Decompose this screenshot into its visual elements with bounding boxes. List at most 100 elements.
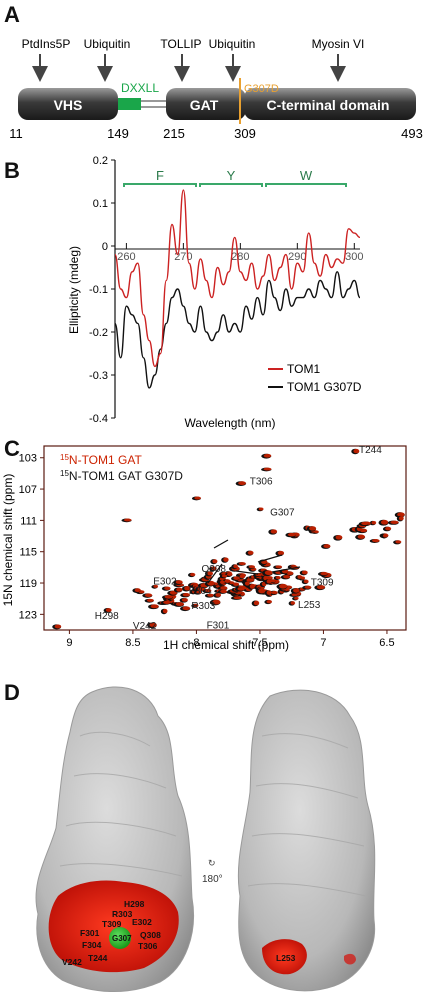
nmr-peak-wt [266, 599, 272, 604]
nmr-peak-wt [239, 574, 246, 579]
domain-diagram: PtdIns5P Ubiquitin TOLLIP Ubiquitin Myos… [9, 37, 423, 141]
nmr-peak-wt [164, 586, 171, 590]
nmr-peak-wt [181, 598, 188, 602]
right-surface-molecule [237, 689, 376, 992]
position-label: 493 [401, 126, 423, 141]
nmr-peak-wt [215, 593, 222, 597]
nmr-peak-wt [244, 581, 250, 586]
nmr-peak-wt [258, 588, 266, 594]
nmr-peak-wt [371, 520, 377, 525]
y-tick-label: 115 [19, 547, 37, 559]
nmr-peak-wt [238, 562, 246, 566]
nmr-peak-wt [263, 575, 269, 581]
nmr-peak-wt [249, 583, 255, 589]
arrow-icon [213, 539, 229, 549]
nmr-peak-wt [293, 588, 300, 593]
nmr-peak-wt [316, 585, 326, 590]
legend-label-g307d: TOM1 G307D [287, 380, 362, 394]
nmr-peak-wt [275, 576, 281, 580]
rotation-arrow-icon: ↻ [208, 858, 216, 868]
nmr-peak-wt [372, 539, 380, 543]
nmr-peak-wt [175, 602, 184, 607]
nmr-peak-wt [204, 589, 212, 593]
region-label-w: W [300, 168, 313, 183]
nmr-peak-wt [226, 572, 233, 577]
nmr-peak-wt [146, 598, 154, 602]
nmr-peak-wt [237, 587, 245, 591]
y-tick-label: 119 [19, 578, 37, 590]
nmr-peak-wt [398, 516, 404, 521]
nmr-peak-wt [224, 579, 231, 583]
nmr-peak-wt [320, 571, 328, 576]
y-tick-label: -0.1 [89, 284, 108, 296]
y-tick-label: 0.2 [93, 155, 108, 167]
panel-d-letter: D [4, 680, 20, 705]
residue-label: T244 [88, 953, 108, 963]
x-tick-label: 7.5 [252, 637, 267, 649]
y-tick-label: -0.3 [89, 370, 108, 382]
left-binding-surface-patch [48, 880, 179, 973]
nmr-frame [43, 445, 407, 631]
residue-label: G307 [112, 934, 132, 943]
nmr-peak-wt [221, 574, 228, 578]
ligand-label: Myosin VI [312, 37, 365, 51]
nmr-peak-labels: T244 T306 G307 Q308 T309 E302 F304 R303 L253 F301… [95, 445, 382, 632]
nmr-peak-wt [193, 603, 199, 608]
nmr-peak-wt [287, 532, 296, 537]
position-label: 149 [107, 126, 129, 141]
peak-label: G307 [270, 508, 295, 519]
c-terminal-domain [244, 88, 416, 120]
nmr-peak-wt [290, 601, 296, 605]
nmr-peak-wt [238, 481, 246, 486]
nmr-peak-wt [271, 590, 278, 595]
nmr-peak-wt [390, 520, 399, 524]
peak-label: Q308 [202, 564, 227, 575]
x-tick-label: 280 [231, 251, 249, 263]
legend-label-tom1: TOM1 [287, 362, 320, 376]
region-brackets [123, 183, 347, 187]
position-label: 309 [234, 126, 256, 141]
peak-label: R303 [191, 601, 215, 612]
residue-label: E302 [132, 917, 152, 927]
nmr-peak-wt [123, 518, 132, 522]
nmr-peak-wt [194, 496, 201, 500]
gat-domain [166, 88, 246, 120]
nmr-peak-wt [176, 587, 183, 592]
nmr-peak-wt [175, 580, 183, 585]
nmr-peak-wt [233, 582, 240, 587]
peak-label: E302 [153, 577, 177, 588]
nmr-peak-wt [229, 581, 235, 585]
nmr-legend-mutant: 15N-TOM1 GAT G307D [60, 469, 183, 483]
peak-label: F304 [189, 586, 212, 597]
vhs-domain [18, 88, 118, 120]
nmr-peak-wt [258, 507, 264, 511]
nmr-peak-wt [207, 593, 214, 597]
nmr-peak-wt [211, 566, 217, 571]
nmr-peak-wt [207, 571, 213, 576]
nmr-y-ticks: 103 107 111 115 119 123 [19, 453, 44, 621]
peak-label: L253 [298, 600, 321, 611]
nmr-peak-wt [380, 519, 389, 525]
x-tick-label: 7 [320, 637, 326, 649]
ligand-label: PtdIns5P [22, 37, 71, 51]
nmr-peak-wt [246, 578, 255, 582]
residue-label: F301 [80, 928, 100, 938]
nmr-peak-wt [283, 575, 291, 579]
residue-label: R303 [112, 909, 133, 919]
nmr-peak-wt [182, 606, 191, 611]
nmr-peak-wt [212, 599, 221, 605]
x-tick-label: 300 [345, 251, 363, 263]
arrow-icon [257, 554, 283, 563]
nmr-peak-wt [197, 587, 205, 591]
panel-c-letter: C [4, 436, 20, 461]
dxxll-label: DXXLL [121, 81, 159, 95]
region-label-f: F [156, 168, 164, 183]
nmr-y-axis-label: 15N chemical shift (ppm) [1, 474, 15, 607]
nmr-peak-wt [247, 550, 254, 555]
nmr-peak-wt [361, 521, 369, 526]
peak-label: H298 [95, 611, 119, 622]
gat-label: GAT [190, 97, 219, 113]
x-tick-label: 8 [193, 637, 199, 649]
nmr-peak-wt [220, 589, 228, 594]
y-tick-label: -0.4 [89, 413, 108, 425]
